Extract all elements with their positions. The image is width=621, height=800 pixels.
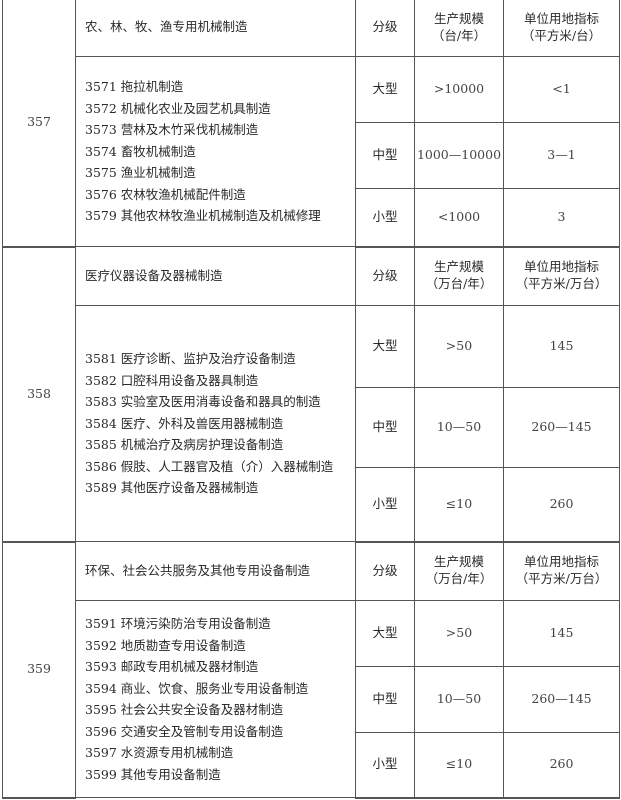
- scale-cell: <1000: [414, 188, 504, 248]
- subcategory-item: 3581 医疗诊断、监护及治疗设备制造: [85, 351, 296, 367]
- scale-cell: 1000—10000: [414, 122, 504, 189]
- subcategory-list: 3571 拖拉机制造 3572 机械化农业及园艺机具制造 3573 营林及木竹采伐机…: [75, 56, 356, 247]
- index-cell: 145: [503, 600, 620, 667]
- index-header: 单位用地指标 （平方米/台）: [503, 0, 620, 57]
- scale-header-line: 生产规模: [433, 259, 484, 275]
- scale-header-unit: （台/年）: [431, 27, 487, 43]
- scale-header-line: 生产规模: [433, 10, 484, 26]
- subcategory-item: 3592 地质勘查专用设备制造: [85, 637, 246, 653]
- scale-header: 生产规模 （万台/年）: [414, 246, 504, 306]
- subcategory-list: 3581 医疗诊断、监护及治疗设备制造 3582 口腔科用设备及器具制造 3583 …: [75, 305, 356, 542]
- index-header-line: 单位用地指标: [523, 10, 599, 26]
- section-header-row: 358 医疗仪器设备及器械制造 分级 生产规模 （万台/年） 单位用地指标 （平方米/万台）: [2, 246, 620, 543]
- index-header-line: 单位用地指标: [523, 554, 599, 570]
- subcategory-item: 3594 商业、饮食、服务业专用设备制造: [85, 680, 309, 696]
- scale-cell: 10—50: [414, 387, 504, 468]
- section-header-row: 357 农、林、牧、渔专用机械制造 分级 生产规模 （台/年） 单位用地指标 （平方米/台）: [2, 0, 620, 248]
- subcategory-item: 3597 水资源专用机械制造: [85, 745, 234, 760]
- index-cell: 260: [503, 732, 620, 799]
- scale-cell: >50: [414, 600, 504, 667]
- scale-header: 生产规模 （台/年）: [414, 0, 504, 57]
- level-cell: 小型: [355, 467, 415, 543]
- section-code: 358: [2, 246, 76, 543]
- index-header-line: 单位用地指标: [523, 259, 599, 275]
- table-row: 小型 ≤10 260: [3, 732, 620, 799]
- subcategory-item: 3595 社会公共安全设备及器材制造: [85, 702, 284, 717]
- subcategory-item: 3585 机械治疗及病房护理设备制造: [85, 437, 284, 453]
- index-header-unit: （平方米/万台）: [515, 571, 608, 587]
- level-cell: 小型: [355, 188, 415, 248]
- index-header: 单位用地指标 （平方米/万台）: [503, 541, 620, 601]
- index-cell: 260: [503, 467, 620, 543]
- index-cell: <1: [503, 56, 620, 123]
- level-header: 分级: [355, 0, 415, 57]
- level-cell: 中型: [355, 666, 415, 733]
- scale-cell: ≤10: [414, 467, 504, 543]
- section-title: 农、林、牧、渔专用机械制造: [75, 0, 356, 57]
- subcategory-list: 3591 环境污染防治专用设备制造 3592 地质勘查专用设备制造 3593 邮政专…: [75, 600, 356, 798]
- section-title: 环保、社会公共服务及其他专用设备制造: [75, 541, 356, 601]
- index-header-unit: （平方米/万台）: [515, 276, 608, 292]
- scale-header-unit: （万台/年）: [425, 276, 493, 292]
- index-cell: 3—1: [503, 122, 620, 189]
- table-row: 3591 环境污染防治专用设备制造 3592 地质勘查专用设备制造 3593 邮政专…: [3, 600, 620, 798]
- table-row: 3571 拖拉机制造 3572 机械化农业及园艺机具制造 3573 营林及木竹采伐机…: [3, 56, 620, 247]
- scale-header-unit: （万台/年）: [425, 571, 493, 587]
- subcategory-item: 3574 畜牧机械制造: [85, 143, 196, 159]
- subcategory-item: 3572 机械化农业及园艺机具制造: [85, 100, 271, 116]
- index-header-unit: （平方米/台）: [521, 27, 602, 43]
- subcategory-item: 3582 口腔科用设备及器具制造: [85, 372, 259, 388]
- index-header: 单位用地指标 （平方米/万台）: [503, 246, 620, 306]
- subcategory-item: 3584 医疗、外科及兽医用器械制造: [85, 415, 284, 431]
- level-cell: 中型: [355, 122, 415, 189]
- table-row: 小型 ≤10 260: [3, 467, 620, 543]
- subcategory-item: 3596 交通安全及管制专用设备制造: [85, 723, 284, 739]
- section-code: 357: [2, 0, 76, 248]
- subcategory-item: 3575 渔业机械制造: [85, 165, 196, 181]
- index-cell: 3: [503, 188, 620, 248]
- section-code: 359: [2, 541, 76, 799]
- subcategory-item: 3573 营林及木竹采伐机械制造: [85, 122, 259, 138]
- scale-cell: 10—50: [414, 666, 504, 733]
- scale-cell: ≤10: [414, 732, 504, 799]
- level-cell: 大型: [355, 56, 415, 123]
- level-cell: 大型: [355, 600, 415, 667]
- table-row: 中型 10—50 260—145: [3, 387, 620, 468]
- table-row: 3581 医疗诊断、监护及治疗设备制造 3582 口腔科用设备及器具制造 3583 …: [3, 305, 620, 542]
- table-row: 中型 1000—10000 3—1: [3, 122, 620, 189]
- subcategory-item: 3593 邮政专用机械及器材制造: [85, 659, 259, 674]
- subcategory-item: 3586 假肢、人工器官及植（介）入器械制造: [85, 458, 334, 474]
- level-header: 分级: [355, 541, 415, 601]
- section-title: 医疗仪器设备及器械制造: [75, 246, 356, 306]
- scale-cell: >50: [414, 305, 504, 388]
- level-cell: 大型: [355, 305, 415, 388]
- scale-cell: >10000: [414, 56, 504, 123]
- subcategory-item: 3591 环境污染防治专用设备制造: [85, 616, 271, 631]
- index-cell: 260—145: [503, 387, 620, 468]
- subcategory-item: 3571 拖拉机制造: [85, 79, 184, 95]
- subcategory-item: 3583 实验室及医用消毒设备和器具的制造: [85, 394, 321, 410]
- subcategory-item: 3589 其他医疗设备及器械制造: [85, 480, 259, 496]
- level-cell: 小型: [355, 732, 415, 799]
- scale-header: 生产规模 （万台/年）: [414, 541, 504, 601]
- table-row: 小型 <1000 3: [3, 188, 620, 248]
- level-cell: 中型: [355, 387, 415, 468]
- level-header: 分级: [355, 246, 415, 306]
- subcategory-item: 3599 其他专用设备制造: [85, 766, 221, 782]
- subcategory-item: 3576 农林牧渔机械配件制造: [85, 186, 246, 202]
- subcategory-item: 3579 其他农林牧渔业机械制造及机械修理: [85, 208, 321, 224]
- index-cell: 145: [503, 305, 620, 388]
- scale-header-line: 生产规模: [433, 554, 484, 570]
- section-header-row: 359 环保、社会公共服务及其他专用设备制造 分级 生产规模 （万台/年） 单位用地指标（…: [2, 541, 620, 799]
- index-cell: 260—145: [503, 666, 620, 733]
